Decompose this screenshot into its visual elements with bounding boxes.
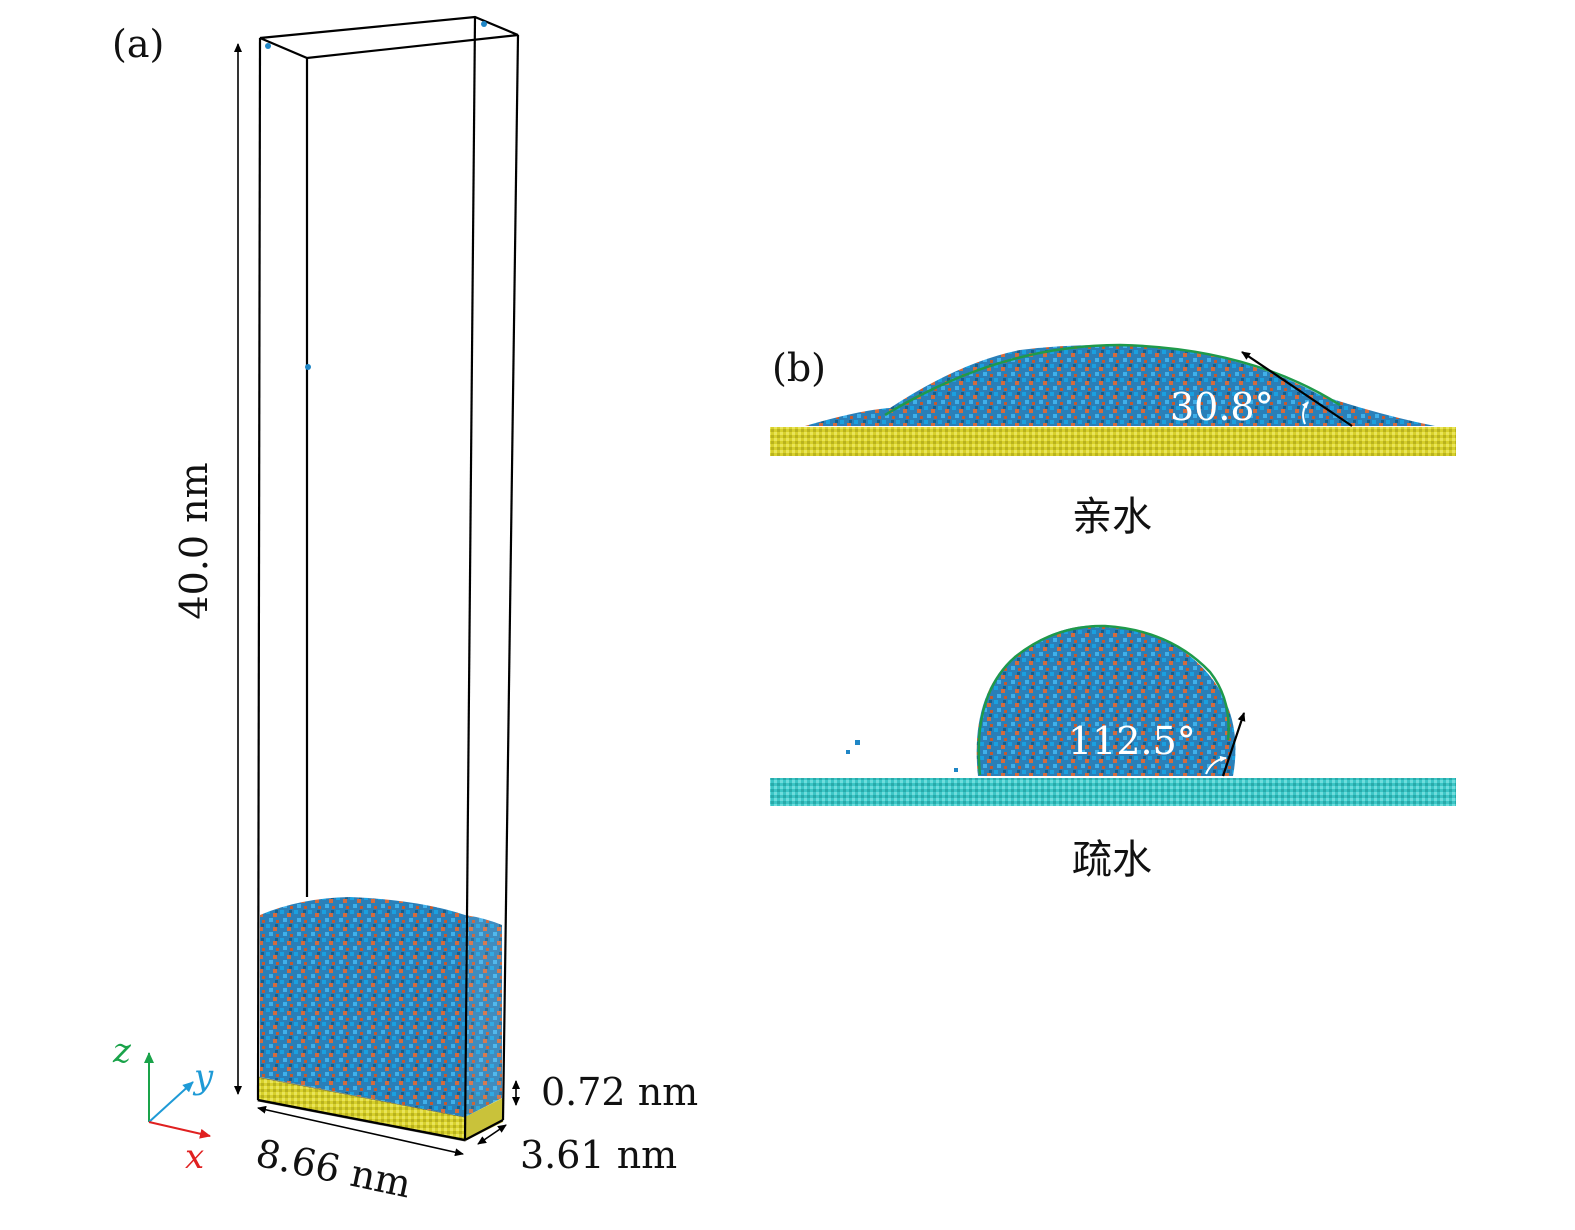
hydrophobic-system: 112.5° 疏水 <box>770 624 1456 883</box>
hydrophilic-substrate <box>770 427 1456 456</box>
y-axis-arrow <box>148 1081 194 1123</box>
water-side <box>465 915 502 1117</box>
hydrophilic-tangent-arrow <box>1241 351 1353 427</box>
z-axis-label: z <box>112 1031 132 1071</box>
stray-molecule <box>481 21 487 27</box>
hydrophobic-droplet <box>976 625 1236 776</box>
depth-dimension-arrow <box>477 1124 507 1145</box>
stray-molecule <box>855 740 860 745</box>
panel-b: (b) 30.8° 亲水 112.5° 疏水 <box>770 343 1456 883</box>
width-dimension-arrow <box>257 1105 464 1157</box>
y-axis-label: y <box>192 1057 214 1097</box>
hydrophilic-droplet <box>805 345 1435 426</box>
panel-a-label: (a) <box>112 22 164 66</box>
hydrophobic-angle-label: 112.5° <box>1068 719 1196 763</box>
hydrophobic-caption: 疏水 <box>1072 837 1152 883</box>
hydrophilic-angle-label: 30.8° <box>1170 385 1274 429</box>
water-block-a <box>260 897 502 1117</box>
x-axis-label: x <box>185 1137 204 1177</box>
hydrophobic-substrate <box>770 778 1456 806</box>
hydrophobic-tangent-arrow <box>1221 712 1246 777</box>
stray-molecule <box>846 750 850 754</box>
hydrophilic-caption: 亲水 <box>1072 494 1152 540</box>
hydrophobic-contour <box>977 624 1230 776</box>
hydrophilic-system: 30.8° 亲水 <box>770 343 1456 540</box>
depth-dimension-label: 3.61 nm <box>520 1133 677 1177</box>
panel-b-label: (b) <box>772 346 826 390</box>
hydrophilic-angle-arc <box>1301 401 1309 425</box>
stray-molecule <box>305 364 311 370</box>
stray-molecule <box>265 43 271 49</box>
hydrophobic-angle-arc <box>1205 755 1227 775</box>
substrate-thickness-label: 0.72 nm <box>541 1070 698 1114</box>
substrate-side <box>465 1098 503 1141</box>
panel-a: (a) 40.0 nm 8.66 <box>112 15 698 1207</box>
hydrophilic-contour <box>884 343 1341 417</box>
stray-molecule <box>954 768 958 772</box>
width-dimension-label: 8.66 nm <box>252 1131 415 1207</box>
axis-triad: z y x <box>112 1031 214 1177</box>
x-axis-arrow <box>148 1121 211 1139</box>
water-front <box>260 897 465 1117</box>
height-dimension-label: 40.0 nm <box>172 462 216 619</box>
